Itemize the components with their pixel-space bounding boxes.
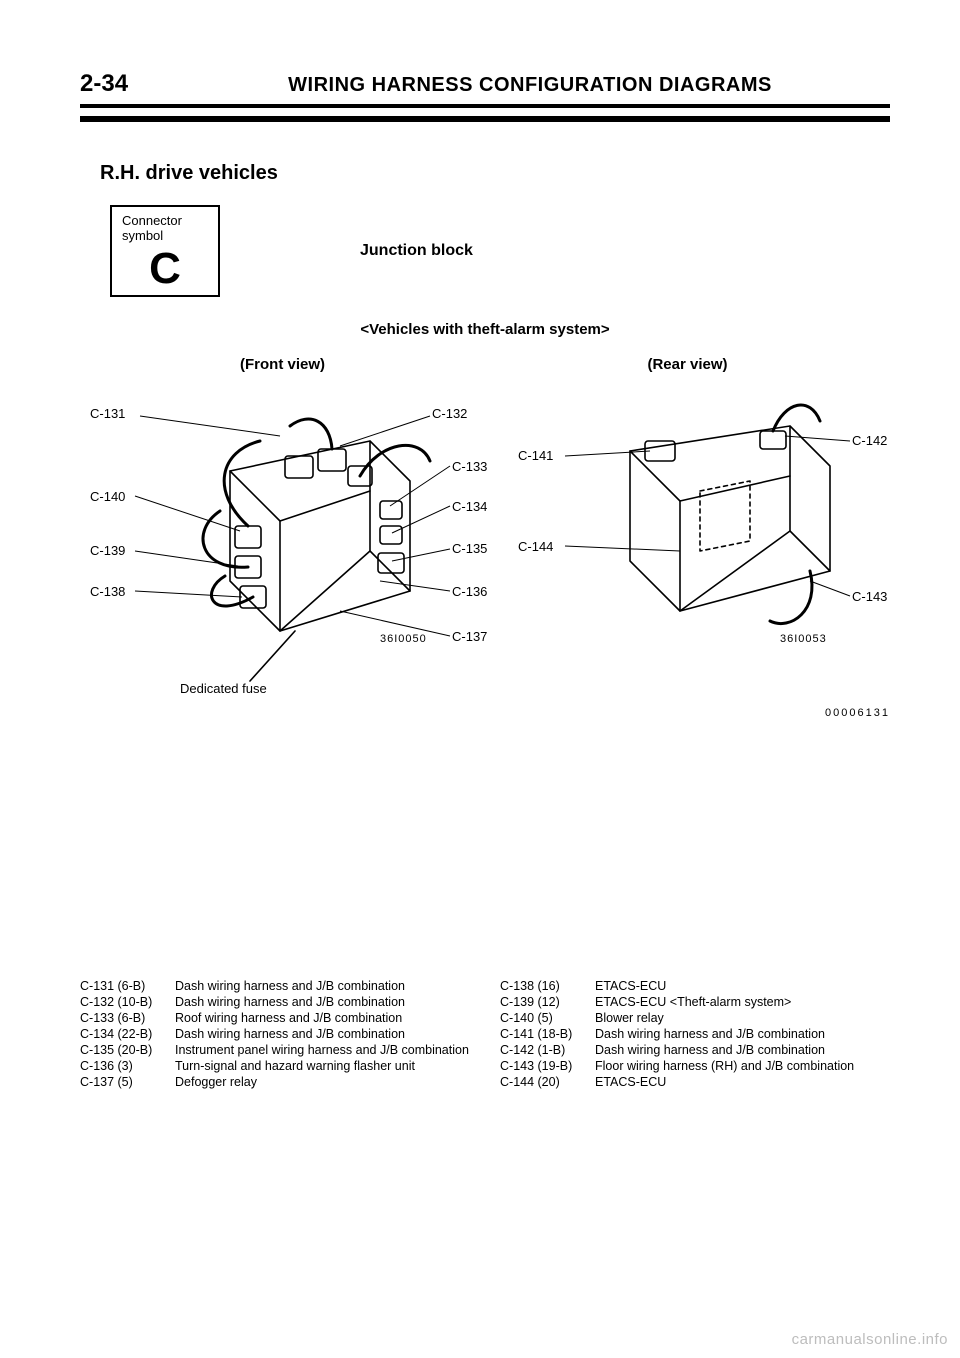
callout-c132: C-132 [432,406,467,421]
connector-desc: Dash wiring harness and J/B combination [595,1027,890,1041]
connector-legend: C-131 (6-B)Dash wiring harness and J/B c… [80,979,890,1091]
fig-ref-rear: 36I0053 [780,633,827,645]
connector-row: C-137 (5)Defogger relay [80,1075,470,1089]
vehicle-subtitle: <Vehicles with theft-alarm system> [80,321,890,338]
connector-desc: Defogger relay [175,1075,470,1089]
connector-row: C-131 (6-B)Dash wiring harness and J/B c… [80,979,470,993]
connector-symbol-label: Connector symbol [122,213,208,243]
connector-row: C-144 (20)ETACS-ECU [500,1075,890,1089]
connector-desc: Dash wiring harness and J/B combination [175,995,470,1009]
connector-id: C-141 (18-B) [500,1027,595,1041]
connector-desc: Instrument panel wiring harness and J/B … [175,1043,470,1057]
callout-c141: C-141 [518,448,553,463]
callout-c140: C-140 [90,489,125,504]
connector-row: C-139 (12)ETACS-ECU <Theft-alarm system> [500,995,890,1009]
connector-desc: Floor wiring harness (RH) and J/B combin… [595,1059,890,1073]
connector-row: C-141 (18-B)Dash wiring harness and J/B … [500,1027,890,1041]
callout-c136: C-136 [452,584,487,599]
connector-row: C-132 (10-B)Dash wiring harness and J/B … [80,995,470,1009]
page-header: 2-34 WIRING HARNESS CONFIGURATION DIAGRA… [80,70,890,108]
connector-row: C-135 (20-B)Instrument panel wiring harn… [80,1043,470,1057]
connector-id: C-132 (10-B) [80,995,175,1009]
page-title: WIRING HARNESS CONFIGURATION DIAGRAMS [170,74,890,97]
connector-id: C-134 (22-B) [80,1027,175,1041]
connector-row: C-133 (6-B)Roof wiring harness and J/B c… [80,1011,470,1025]
callout-c144: C-144 [518,539,553,554]
connector-id: C-133 (6-B) [80,1011,175,1025]
connector-id: C-139 (12) [500,995,595,1009]
connector-symbol-box: Connector symbol C [110,205,220,297]
callout-c142: C-142 [852,433,887,448]
document-number: 00006131 [80,707,890,719]
connector-desc: ETACS-ECU [595,979,890,993]
connector-desc: ETACS-ECU [595,1075,890,1089]
connector-id: C-135 (20-B) [80,1043,175,1057]
connector-row: C-140 (5)Blower relay [500,1011,890,1025]
page-number: 2-34 [80,70,170,98]
connector-id: C-142 (1-B) [500,1043,595,1057]
fig-ref-front: 36I0050 [380,633,427,645]
connector-id: C-131 (6-B) [80,979,175,993]
front-view-label: (Front view) [80,356,485,373]
connector-id: C-137 (5) [80,1075,175,1089]
connector-row: C-143 (19-B)Floor wiring harness (RH) an… [500,1059,890,1073]
dedicated-fuse-label: Dedicated fuse [180,681,267,696]
connector-id: C-140 (5) [500,1011,595,1025]
connector-desc: Dash wiring harness and J/B combination [175,1027,470,1041]
connector-desc: ETACS-ECU <Theft-alarm system> [595,995,890,1009]
connector-desc: Roof wiring harness and J/B combination [175,1011,470,1025]
connector-id: C-138 (16) [500,979,595,993]
watermark: carmanualsonline.info [792,1331,948,1348]
connector-id: C-144 (20) [500,1075,595,1089]
section-title: R.H. drive vehicles [100,162,890,185]
callout-c143: C-143 [852,589,887,604]
connector-desc: Dash wiring harness and J/B combination [595,1043,890,1057]
connector-id: C-136 (3) [80,1059,175,1073]
connector-id: C-143 (19-B) [500,1059,595,1073]
connector-row: C-136 (3)Turn-signal and hazard warning … [80,1059,470,1073]
callout-c135: C-135 [452,541,487,556]
header-rule [80,116,890,122]
connector-row: C-138 (16)ETACS-ECU [500,979,890,993]
connector-row: C-134 (22-B)Dash wiring harness and J/B … [80,1027,470,1041]
rear-view-label: (Rear view) [485,356,890,373]
connector-symbol: C [122,247,208,291]
rear-view-diagram: C-141 C-142 C-144 C-143 36I0053 [510,381,890,701]
junction-block-label: Junction block [360,242,473,260]
connector-desc: Blower relay [595,1011,890,1025]
callout-c133: C-133 [452,459,487,474]
callout-c131: C-131 [90,406,125,421]
connector-desc: Turn-signal and hazard warning flasher u… [175,1059,470,1073]
callout-c139: C-139 [90,543,125,558]
callout-c137: C-137 [452,629,487,644]
connector-row: C-142 (1-B)Dash wiring harness and J/B c… [500,1043,890,1057]
front-view-diagram: C-131 C-132 C-133 C-134 C-135 C-136 C-13… [80,381,490,701]
connector-desc: Dash wiring harness and J/B combination [175,979,470,993]
callout-c138: C-138 [90,584,125,599]
callout-c134: C-134 [452,499,487,514]
